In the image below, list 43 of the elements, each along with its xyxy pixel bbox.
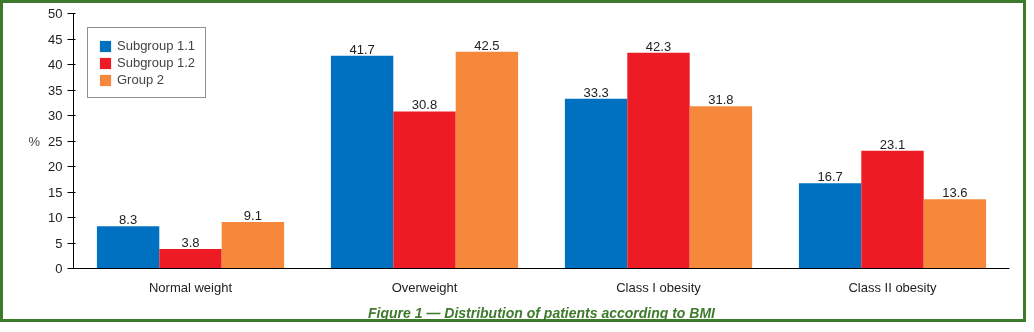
data-label: 41.7 — [349, 41, 375, 57]
data-label: 9.1 — [243, 208, 262, 224]
x-tick-label: Class I obesity — [616, 279, 702, 295]
bar — [96, 226, 160, 269]
y-tick-label: 0 — [55, 261, 63, 276]
data-label: 3.8 — [181, 235, 200, 251]
data-label: 31.8 — [708, 92, 734, 108]
y-tick-label: 5 — [55, 235, 63, 251]
bar — [861, 150, 924, 269]
y-tick-label: 10 — [48, 210, 63, 225]
y-tick-label: 40 — [48, 57, 63, 72]
legend-label: Subgroup 1.1 — [117, 38, 196, 53]
y-tick-label: 50 — [48, 6, 63, 21]
bar — [455, 51, 519, 269]
y-tick-label: 30 — [48, 108, 63, 123]
bar — [330, 55, 394, 269]
data-label: 42.5 — [474, 37, 500, 53]
x-tick-label: Overweight — [391, 279, 458, 295]
x-tick-label: Class II obesity — [848, 279, 938, 295]
x-tick-label: Normal weight — [148, 279, 233, 295]
y-tick-label: 20 — [48, 159, 63, 174]
bar — [923, 199, 987, 269]
data-label: 16.7 — [817, 169, 843, 185]
bar — [627, 52, 690, 269]
legend-label: Group 2 — [117, 72, 164, 87]
y-axis-title: % — [28, 133, 41, 149]
y-tick-label: 35 — [48, 82, 63, 98]
y-tick-label: 45 — [48, 31, 63, 47]
bar — [159, 249, 222, 269]
bar — [689, 106, 753, 269]
data-label: 8.3 — [119, 212, 138, 228]
bar — [798, 183, 862, 269]
bar — [221, 222, 285, 269]
data-label: 30.8 — [411, 97, 438, 113]
data-label: 13.6 — [942, 185, 968, 201]
data-label: 33.3 — [583, 84, 609, 100]
y-tick-label: 25 — [48, 133, 63, 149]
legend-label: Subgroup 1.2 — [117, 55, 196, 70]
y-tick-label: 15 — [48, 184, 63, 200]
bar — [564, 98, 628, 269]
data-label: 23.1 — [879, 136, 906, 152]
bar — [393, 111, 456, 269]
data-label: 42.3 — [645, 38, 672, 54]
